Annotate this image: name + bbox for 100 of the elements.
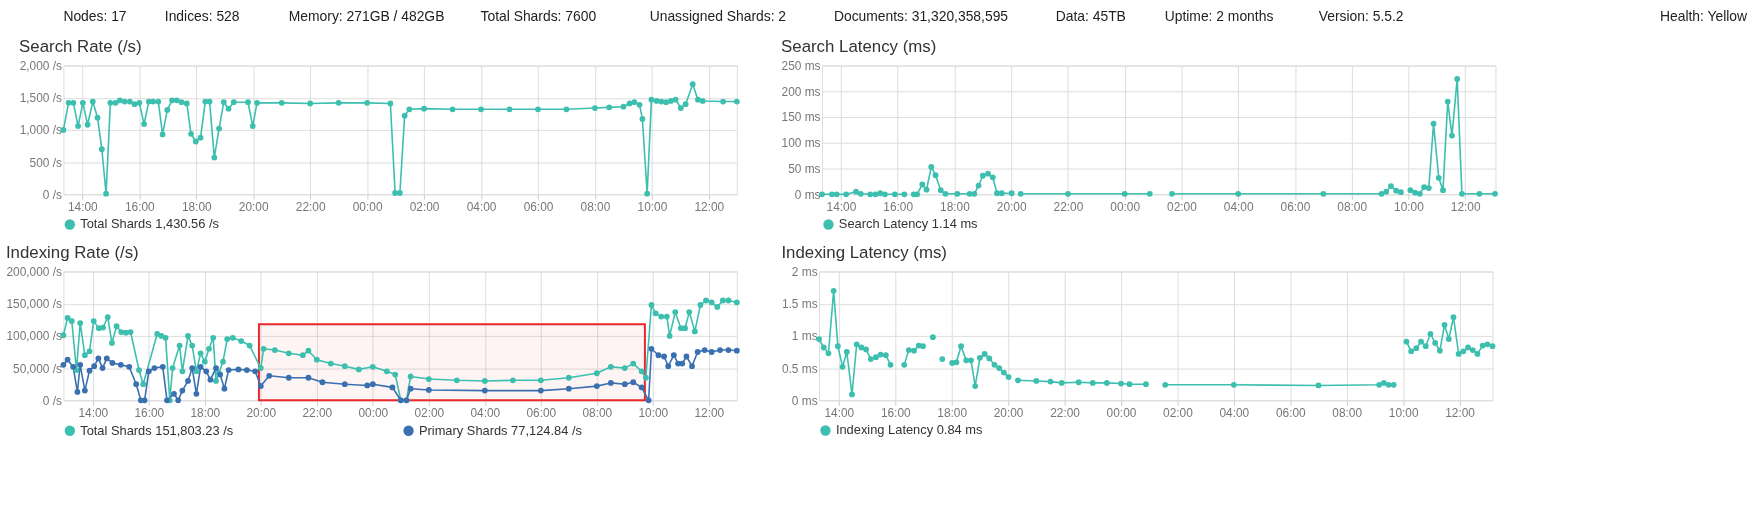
x-tick-label: 06:00 [523,199,554,214]
point [1454,76,1461,82]
point [966,190,973,197]
point [914,191,920,198]
legend-label: Indexing Latency 0.84 ms [835,422,983,438]
x-tick-label: 22:00 [1053,199,1084,214]
text: Memory: 271GB / 482GB [288,7,445,24]
legend-label: Primary Shards 77,124.84 /s [418,422,582,438]
point [853,188,859,195]
x-tick-label: 18:00 [181,199,213,214]
x-tick-label: 18:00 [190,405,221,420]
point [989,174,996,181]
point [891,191,898,198]
point [975,182,982,189]
point [1449,132,1455,139]
x-tick-label: 04:00 [1223,199,1254,214]
x-tick-label: 08:00 [582,405,613,420]
x-tick-label: 12:00 [694,405,725,420]
legend-label: Total Shards 1,430.56 /s [80,216,219,232]
point [994,190,1000,197]
y-tick-label: 50,000 /s [13,361,62,376]
point [1393,187,1400,194]
point [932,172,939,179]
x-tick-label: 04:00 [1219,405,1250,420]
text: Unassigned Shards: 2 [649,7,787,24]
point [1146,190,1153,197]
point [867,191,874,198]
x-tick-label: 00:00 [358,405,389,420]
x-tick-label: 14:00 [824,405,855,420]
x-tick-label: 16:00 [124,199,156,214]
x-tick-label: 12:00 [1445,405,1476,420]
point [1444,98,1451,105]
y-tick-label: 2 ms [791,264,818,279]
point [833,191,840,198]
point [1388,183,1394,189]
y-tick-label: 50 ms [788,161,821,176]
point [1416,190,1423,197]
point [877,190,884,197]
point [1383,188,1390,195]
x-tick-label: 20:00 [993,405,1024,420]
x-tick-label: 12:00 [694,199,725,214]
x-tick-label: 22:00 [1050,405,1081,420]
y-tick-label: 200 ms [781,84,821,99]
y-tick-label: 1.5 ms [781,297,818,312]
point [985,170,991,177]
point [1398,189,1404,196]
x-tick-label: 14:00 [68,199,99,214]
x-tick-label: 08:00 [580,199,611,214]
x-tick-label: 22:00 [295,199,326,214]
point [829,191,835,198]
x-tick-label: 06:00 [526,405,557,420]
text: Nodes: 17 [63,7,127,24]
y-tick-label: 250 ms [781,58,821,73]
x-tick-label: 04:00 [470,405,501,420]
chart-title: Indexing Rate (/s) [5,242,139,262]
point [1412,189,1418,196]
x-tick-label: 12:00 [1450,199,1481,214]
chart-title: Search Latency (ms) [781,36,937,56]
x-tick-label: 00:00 [1110,199,1141,214]
point [1425,185,1432,191]
x-tick-label: 10:00 [638,405,669,420]
text: Documents: 31,320,358,595 [833,7,1009,24]
y-tick-label: 150 ms [781,110,821,125]
point [857,190,864,197]
y-tick-label: 0 /s [42,393,62,408]
point [1121,190,1128,197]
point [1407,187,1414,194]
point [1235,190,1242,197]
point [1017,190,1024,197]
point [1492,190,1498,197]
point [1459,190,1465,197]
y-tick-label: 200,000 /s [6,264,62,279]
point [1476,190,1483,197]
point [998,190,1005,197]
x-tick-label: 20:00 [238,199,269,214]
x-tick-label: 10:00 [637,199,668,214]
x-tick-label: 16:00 [883,199,914,214]
x-tick-label: 16:00 [880,405,911,420]
x-tick-label: 08:00 [1332,405,1363,420]
y-tick-label: 0 ms [794,187,821,202]
y-tick-label: 1,000 /s [19,123,62,138]
x-tick-label: 18:00 [937,405,968,420]
x-tick-label: 06:00 [1275,405,1307,420]
text: Health: Yellow [1659,7,1749,24]
x-tick-label: 00:00 [1106,405,1137,420]
x-tick-label: 02:00 [1163,405,1194,420]
point [954,190,961,197]
y-tick-label: 0 ms [791,393,818,408]
point [919,181,926,188]
legend-label: Search Latency 1.14 ms [838,216,978,232]
text: Data: 45TB [1055,7,1126,24]
x-tick-label: 04:00 [466,199,497,214]
point [882,191,888,198]
point [901,191,908,198]
x-tick-label: 16:00 [134,405,165,420]
y-tick-label: 1 ms [791,329,818,344]
point [843,191,850,198]
point [1169,190,1175,197]
y-tick-label: 2,000 /s [19,58,62,73]
point [1065,190,1071,197]
